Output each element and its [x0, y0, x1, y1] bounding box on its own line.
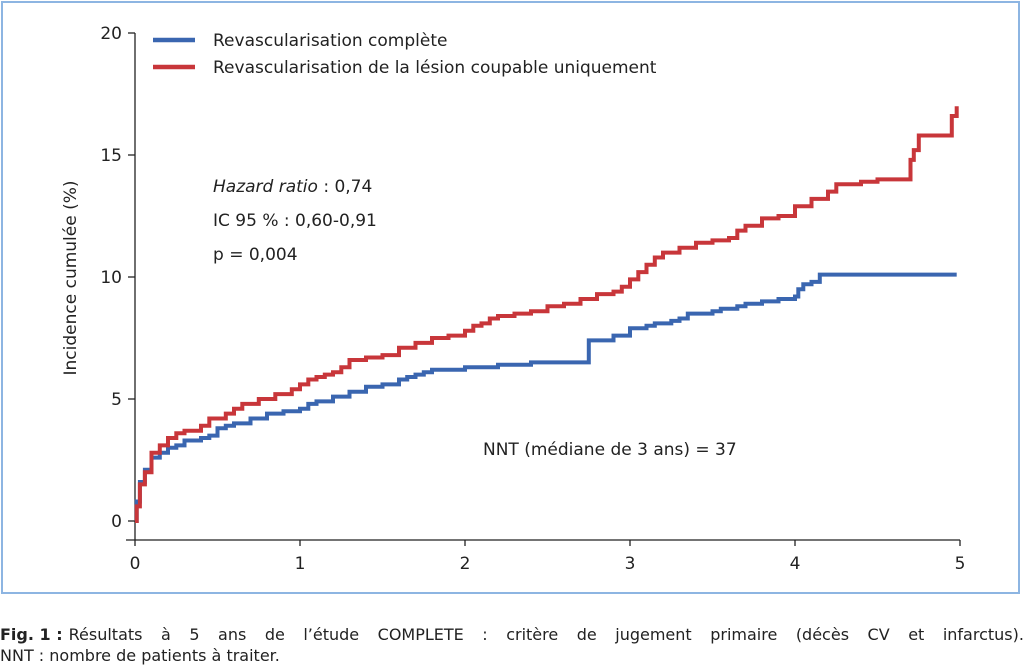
figure-caption: Fig. 1 : Résultats à 5 ans de l’étude COMPLETE… — [0, 624, 1024, 666]
hazard-ratio-annotation: Hazard ratio : 0,74 — [213, 177, 372, 197]
x-tick-label: 3 — [625, 554, 636, 574]
axes — [126, 33, 960, 541]
legend: Revascularisation complète Revascularisat… — [153, 31, 657, 78]
caption-text-1: Résultats à 5 ans de l’étude COMPLETE: critère d… — [69, 624, 1024, 645]
caption-word: de — [576, 625, 597, 644]
caption-word: CV — [867, 625, 890, 644]
series-line-2 — [134, 106, 959, 523]
caption-word: primaire — [710, 625, 778, 644]
caption-word: critère — [506, 625, 559, 644]
caption-label: Fig. 1 : — [0, 625, 63, 644]
x-tick-label: 5 — [955, 554, 966, 574]
caption-word: : — [482, 625, 488, 644]
y-tick-label: 10 — [100, 268, 122, 288]
p-value-annotation: p = 0,004 — [213, 245, 298, 265]
caption-word: de — [264, 625, 285, 644]
legend-label-2: Revascularisation de la lésion coupable … — [213, 58, 657, 78]
hazard-ratio-value: : 0,74 — [318, 177, 372, 197]
y-tick-label: 15 — [100, 146, 122, 166]
caption-word: 5 — [189, 625, 200, 644]
caption-word: jugement — [615, 625, 692, 644]
caption-word: à — [161, 625, 171, 644]
caption-word: COMPLETE — [377, 625, 464, 644]
series-line-1 — [134, 272, 957, 523]
x-tick-label: 0 — [130, 554, 141, 574]
x-tick-label: 2 — [460, 554, 471, 574]
x-tick-label: 4 — [790, 554, 801, 574]
kaplan-meier-chart: 0 1 2 3 4 5 0 5 10 15 20 Revascularisation complèt… — [61, 24, 965, 574]
legend-label-1: Revascularisation complète — [213, 31, 447, 51]
ci-annotation: IC 95 % : 0,60-0,91 — [213, 211, 377, 231]
caption-word: Résultats — [68, 625, 143, 644]
nnt-annotation: NNT (médiane de 3 ans) = 37 — [483, 440, 737, 460]
y-tick-label: 5 — [111, 390, 122, 410]
caption-word: infarctus). — [942, 625, 1024, 644]
ticks: 0 1 2 3 4 5 0 5 10 15 20 — [100, 24, 965, 574]
x-tick-label: 1 — [295, 554, 306, 574]
y-tick-label: 0 — [111, 512, 122, 532]
series-lines — [134, 106, 959, 523]
caption-word: ans — [218, 625, 247, 644]
caption-word: et — [908, 625, 925, 644]
caption-line-1: Fig. 1 : Résultats à 5 ans de l’étude COMPLETE… — [0, 624, 1024, 645]
caption-line-2: NNT : nombre de patients à traiter. — [0, 646, 280, 665]
caption-word: (décès — [795, 625, 850, 644]
y-tick-label: 20 — [100, 24, 122, 44]
caption-word: l’étude — [303, 625, 360, 644]
figure-frame — [1, 1, 1020, 594]
y-axis-label: Incidence cumulée (%) — [61, 180, 81, 375]
hazard-ratio-label: Hazard ratio — [213, 177, 318, 197]
